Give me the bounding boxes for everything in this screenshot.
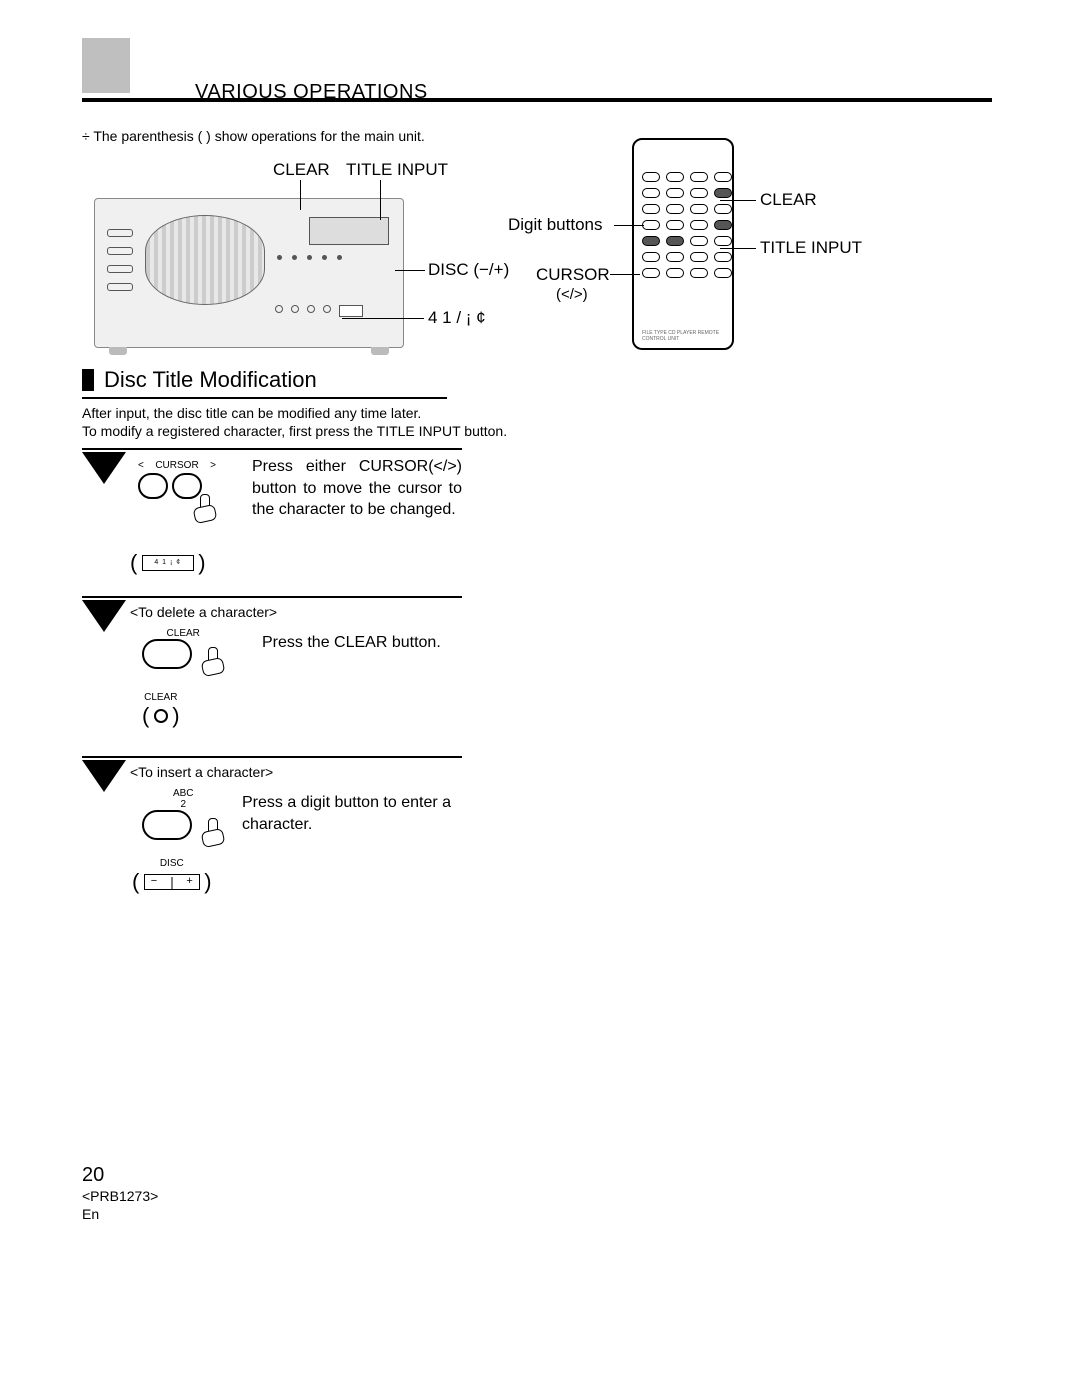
disc-label: DISC: [132, 858, 212, 869]
lead-line: [300, 180, 301, 210]
step2-text: Press the CLEAR button.: [262, 632, 441, 654]
lead-line: [610, 274, 640, 275]
remote-label-cursor-sub: (</>): [556, 286, 588, 303]
digit-button: [142, 810, 192, 840]
lead-line: [380, 180, 381, 220]
step1-text: Press either CURSOR(</>) button to move …: [252, 456, 462, 521]
lead-line: [720, 248, 756, 249]
step2-heading: <To delete a character>: [130, 604, 462, 620]
intro-line-2: To modify a registered character, first …: [82, 422, 507, 441]
main-unit-diagram: [94, 198, 404, 348]
paren-close: ): [198, 550, 205, 575]
digit-2-label: 2: [142, 799, 224, 810]
step-1: <CURSOR> Press either CURSOR(</>) button…: [82, 448, 462, 521]
unit-display-mini: 4 1 ¡ ¢: [142, 555, 194, 571]
step3-text: Press a digit button to enter a characte…: [242, 792, 452, 835]
lead-line: [614, 225, 644, 226]
intro-line-1: After input, the disc title can be modif…: [82, 404, 421, 423]
clear-label-top: CLEAR: [142, 628, 224, 639]
step-marker-icon: [82, 452, 126, 484]
remote-diagram: FILE TYPE CD PLAYER REMOTE CONTROL UNIT: [632, 138, 734, 350]
parenthesis-note: ÷ The parenthesis ( ) show operations fo…: [82, 128, 425, 144]
header-rule: [82, 98, 992, 102]
abc-label: ABC: [142, 788, 224, 799]
step-marker-icon: [82, 600, 126, 632]
doc-code: <PRB1273>: [82, 1188, 158, 1204]
step3-heading: <To insert a character>: [130, 764, 462, 780]
remote-label-digit: Digit buttons: [508, 215, 603, 235]
paren-close: ): [172, 703, 179, 728]
step-3: <To insert a character> ABC 2 Press a di…: [82, 756, 462, 788]
lead-line: [342, 318, 424, 319]
paren-open: (: [130, 550, 137, 575]
unit-label-clear: CLEAR: [273, 160, 330, 180]
unit-label-title-input: TITLE INPUT: [346, 160, 448, 180]
remote-label-clear: CLEAR: [760, 190, 817, 210]
cursor-left-button: [138, 473, 168, 499]
press-hand-icon: [202, 818, 224, 846]
lead-line: [720, 200, 756, 201]
unit-clear-button: [154, 709, 168, 723]
paren-close: ): [204, 869, 211, 894]
press-hand-icon: [194, 494, 216, 522]
language-code: En: [82, 1206, 99, 1222]
step-2: <To delete a character> CLEAR Press the …: [82, 596, 462, 628]
clear-label-bottom: CLEAR: [142, 692, 180, 703]
lead-line: [395, 270, 425, 271]
unit-label-jog: 4 1 / ¡ ¢: [428, 308, 486, 328]
page-number: 20: [82, 1164, 104, 1187]
unit-disc-button: [144, 874, 200, 890]
unit-label-disc: DISC (−/+): [428, 260, 509, 280]
section-heading: Disc Title Modification: [82, 367, 447, 399]
paren-open: (: [142, 703, 149, 728]
remote-label-cursor: CURSOR: [536, 265, 610, 285]
clear-button: [142, 639, 192, 669]
press-hand-icon: [202, 647, 224, 675]
remote-label-title-input: TITLE INPUT: [760, 238, 862, 258]
section-title-text: Disc Title Modification: [104, 367, 317, 393]
cursor-button-labels: <CURSOR>: [138, 460, 216, 471]
step-marker-icon: [82, 760, 126, 792]
page-tab: [82, 38, 130, 93]
paren-open: (: [132, 869, 139, 894]
